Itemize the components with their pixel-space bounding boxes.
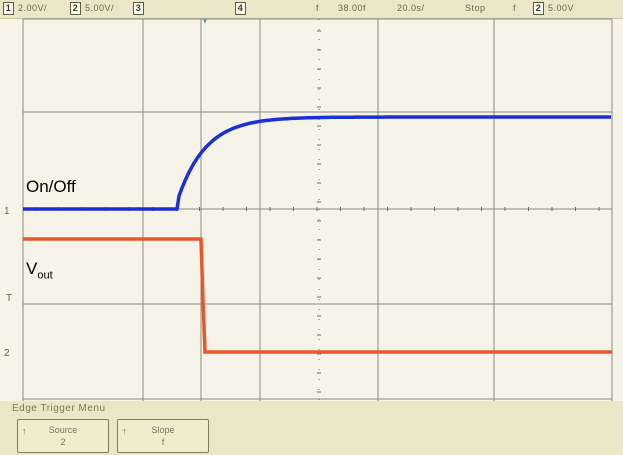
slope-softkey-value: f (161, 437, 165, 447)
ch2-ground-marker[interactable]: 2 (4, 348, 10, 359)
time-offset[interactable]: 38.00f (338, 3, 367, 13)
trigger-source[interactable]: 2 5.00V (533, 2, 574, 15)
softkey-arrow-icon: ↑ (122, 426, 127, 436)
ch2-number: 2 (70, 2, 81, 15)
slope-softkey[interactable]: ↑ Slope f (117, 419, 209, 453)
waveform-display: 1 2 T (4, 18, 613, 401)
trigger-slope: f (513, 3, 517, 13)
ch1-status[interactable]: 1 2.00V/ (3, 2, 47, 15)
menu-title: Edge Trigger Menu (12, 403, 106, 414)
on-off-label: On/Off (26, 177, 76, 196)
vout-label-main: V (26, 259, 38, 278)
ch4-number: 4 (235, 2, 246, 15)
trigger-level-marker[interactable]: T (6, 293, 12, 304)
ch1-number: 1 (3, 2, 14, 15)
ch1-scale: 2.00V/ (18, 3, 48, 13)
softkey-arrow-icon: ↑ (22, 426, 27, 436)
graticule (22, 18, 613, 401)
on-off-trace (23, 115, 611, 211)
slope-softkey-name: Slope (151, 425, 175, 435)
ch2-status[interactable]: 2 5.00V/ (70, 2, 114, 15)
source-softkey-name: Source (48, 425, 78, 435)
trigger-position-icon (203, 19, 207, 24)
run-mode[interactable]: Stop (465, 3, 486, 13)
trigger-level: 5.00V (548, 3, 575, 13)
vout-label-sub: out (37, 269, 53, 282)
trigger-channel-number: 2 (533, 2, 544, 15)
ch2-scale: 5.00V/ (85, 3, 115, 13)
vout-trace (23, 237, 612, 354)
ch3-number: 3 (133, 2, 144, 15)
ch3-status[interactable]: 3 (133, 2, 148, 15)
softkey-menu-bar: Edge Trigger Menu ↑ Source 2 ↑ Slope f (0, 401, 623, 455)
time-scale[interactable]: 20.0s/ (397, 3, 425, 13)
ch1-ground-marker[interactable]: 1 (4, 206, 10, 217)
ch4-status[interactable]: 4 (235, 2, 250, 15)
source-softkey[interactable]: ↑ Source 2 (17, 419, 109, 453)
axis-ticks (34, 30, 600, 393)
source-softkey-value: 2 (60, 437, 66, 447)
vout-label: Vout (26, 259, 53, 281)
status-bar: 1 2.00V/ 2 5.00V/ 3 4 f 38.00f 20.0s/ Stop… (0, 0, 623, 19)
trigger-icon: f (316, 3, 320, 13)
